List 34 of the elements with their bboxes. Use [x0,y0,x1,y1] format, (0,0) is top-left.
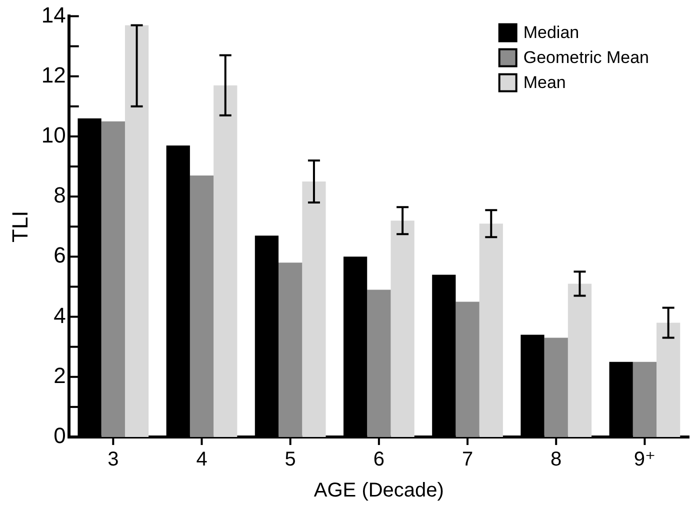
x-tick-label: 9⁺ [634,448,656,471]
x-tick-label: 8 [550,448,562,471]
y-tick-label: 0 [54,423,66,448]
y-tick-label: 14 [41,2,66,28]
x-tick-label: 5 [284,448,296,471]
y-axis-title: TLI [7,210,32,242]
bar [214,85,238,437]
legend-label: Median [523,22,580,42]
y-tick-label: 12 [41,62,66,88]
legend-label: Geometric Mean [523,48,650,67]
bar [124,25,149,437]
bar [632,362,657,437]
y-tick-label: 8 [54,182,66,208]
bar [390,220,414,437]
y-tick-label: 10 [41,122,66,148]
x-tick-label: 4 [196,448,208,471]
bar [278,262,302,437]
bar [544,338,568,437]
x-tick-label: 6 [373,448,384,471]
legend-label: Mean [523,72,566,92]
y-tick-label: 4 [54,302,66,328]
bar [302,182,326,437]
bar [101,121,125,437]
bar [656,322,680,437]
bar [456,302,480,437]
x-tick-label: 7 [462,448,474,471]
bar [190,176,214,437]
bar [568,284,592,437]
y-tick-label: 2 [54,362,66,388]
x-tick-label: 3 [108,448,119,471]
x-axis-title: AGE (Decade) [314,480,444,502]
bar [367,290,391,437]
bar [479,224,503,437]
y-tick-label: 6 [54,242,66,268]
